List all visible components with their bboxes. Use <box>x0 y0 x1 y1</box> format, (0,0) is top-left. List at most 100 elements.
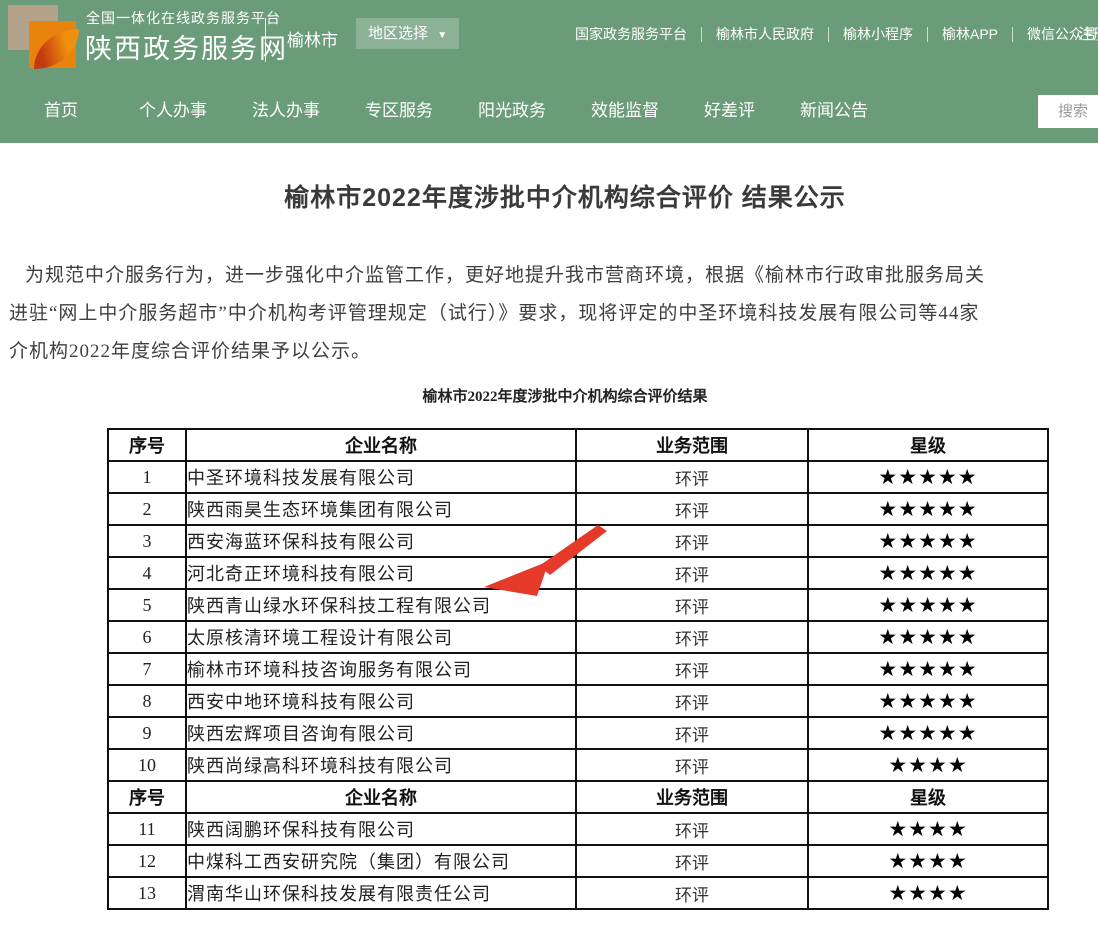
cell-no: 2 <box>107 492 187 526</box>
cell-name: 渭南华山环保科技发展有限责任公司 <box>185 876 577 910</box>
table-header-row: 序号 企业名称 业务范围 星级 <box>107 780 1049 814</box>
header-link[interactable]: 微信公众号 <box>1027 26 1098 42</box>
header-link[interactable]: 榆林APP <box>942 26 999 42</box>
cell-no: 12 <box>107 844 187 878</box>
header-quick-links: 国家政务服务平台 榆林市人民政府 榆林小程序 榆林APP 微信公众号 <box>575 24 1097 44</box>
cell-name: 中圣环境科技发展有限公司 <box>185 460 577 494</box>
cell-scope: 环评 <box>575 652 809 686</box>
chevron-down-icon: ▼ <box>437 30 448 41</box>
evaluation-table: 序号 企业名称 业务范围 星级 1 中圣环境科技发展有限公司 环评 ★★★★★ 2 陕西雨昊生态环… <box>107 428 1049 910</box>
cell-no: 8 <box>107 684 187 718</box>
search-input[interactable] <box>1038 95 1098 128</box>
column-header: 星级 <box>807 428 1049 462</box>
table-row: 11 陕西阔鹏环保科技有限公司 环评 ★★★★ <box>107 812 1049 846</box>
cell-stars: ★★★★ <box>807 748 1049 782</box>
site-header: 全国一体化在线政务服务平台 陕西政务服务网 榆林市 地区选择 ▼ 国家政务服务平… <box>0 0 1098 143</box>
link-separator <box>701 26 702 42</box>
cell-name: 陕西宏辉项目咨询有限公司 <box>185 716 577 750</box>
header-link[interactable]: 国家政务服务平台 <box>575 26 687 42</box>
paragraph-line: 为规范中介服务行为，进一步强化中介监管工作，更好地提升我市营商环境，根据《榆林市… <box>25 265 986 286</box>
nav-item[interactable]: 效能监督 <box>591 101 659 120</box>
nav-item[interactable]: 阳光政务 <box>478 101 546 120</box>
site-logo[interactable] <box>8 5 79 69</box>
paragraph-line: 进驻“网上中介服务超市”中介机构考评管理规定（试行）》要求，现将评定的中圣环境科… <box>9 303 980 324</box>
cell-scope: 环评 <box>575 844 809 878</box>
cell-stars: ★★★★★ <box>807 716 1049 750</box>
cell-stars: ★★★★★ <box>807 492 1049 526</box>
table-header-row: 序号 企业名称 业务范围 星级 <box>107 428 1049 462</box>
cell-stars: ★★★★★ <box>807 460 1049 494</box>
cell-stars: ★★★★★ <box>807 556 1049 590</box>
cell-no: 11 <box>107 812 187 846</box>
nav-item[interactable]: 新闻公告 <box>800 101 868 120</box>
paragraph-line: 介机构2022年度综合评价结果予以公示。 <box>9 341 372 362</box>
table-row: 9 陕西宏辉项目咨询有限公司 环评 ★★★★★ <box>107 716 1049 750</box>
cell-no: 7 <box>107 652 187 686</box>
cell-scope: 环评 <box>575 524 809 558</box>
cell-stars: ★★★★★ <box>807 684 1049 718</box>
leaf-icon <box>34 29 79 69</box>
table-row: 6 太原核清环境工程设计有限公司 环评 ★★★★★ <box>107 620 1049 654</box>
cell-scope: 环评 <box>575 716 809 750</box>
cell-scope: 环评 <box>575 460 809 494</box>
cell-name: 河北奇正环境科技有限公司 <box>185 556 577 590</box>
cell-no: 9 <box>107 716 187 750</box>
cell-scope: 环评 <box>575 812 809 846</box>
cell-no: 4 <box>107 556 187 590</box>
column-header: 序号 <box>107 780 187 814</box>
logo-front-square <box>29 21 79 69</box>
site-name: 陕西政务服务网 <box>85 34 288 64</box>
column-header: 业务范围 <box>575 780 809 814</box>
nav-item[interactable]: 好差评 <box>704 101 755 120</box>
page-title: 榆林市2022年度涉批中介机构综合评价 结果公示 <box>284 184 846 212</box>
cell-scope: 环评 <box>575 748 809 782</box>
cell-no: 3 <box>107 524 187 558</box>
current-city-label: 榆林市 <box>287 31 338 50</box>
region-select-label: 地区选择 <box>368 25 429 42</box>
cell-scope: 环评 <box>575 556 809 590</box>
nav-item[interactable]: 法人办事 <box>252 101 320 120</box>
cell-scope: 环评 <box>575 876 809 910</box>
cell-no: 6 <box>107 620 187 654</box>
table-row: 10 陕西尚绿高科环境科技有限公司 环评 ★★★★ <box>107 748 1049 782</box>
header-link[interactable]: 榆林小程序 <box>843 26 913 42</box>
table-caption: 榆林市2022年度涉批中介机构综合评价结果 <box>422 389 708 405</box>
link-separator <box>927 26 928 42</box>
table-row: 7 榆林市环境科技咨询服务有限公司 环评 ★★★★★ <box>107 652 1049 686</box>
cell-scope: 环评 <box>575 492 809 526</box>
cell-name: 太原核清环境工程设计有限公司 <box>185 620 577 654</box>
cell-name: 西安海蓝环保科技有限公司 <box>185 524 577 558</box>
table-row: 3 西安海蓝环保科技有限公司 环评 ★★★★★ <box>107 524 1049 558</box>
cell-stars: ★★★★★ <box>807 620 1049 654</box>
table-row: 8 西安中地环境科技有限公司 环评 ★★★★★ <box>107 684 1049 718</box>
region-select-button[interactable]: 地区选择 ▼ <box>356 18 460 49</box>
column-header: 企业名称 <box>185 428 577 462</box>
cell-stars: ★★★★ <box>807 876 1049 910</box>
cell-no: 1 <box>107 460 187 494</box>
cell-scope: 环评 <box>575 620 809 654</box>
platform-label: 全国一体化在线政务服务平台 <box>86 10 281 26</box>
nav-item[interactable]: 首页 <box>44 101 78 120</box>
cell-stars: ★★★★ <box>807 812 1049 846</box>
cell-name: 西安中地环境科技有限公司 <box>185 684 577 718</box>
cell-name: 陕西青山绿水环保科技工程有限公司 <box>185 588 577 622</box>
nav-item[interactable]: 专区服务 <box>365 101 433 120</box>
cell-no: 10 <box>107 748 187 782</box>
link-separator <box>1012 26 1014 42</box>
nav-item[interactable]: 个人办事 <box>139 101 207 120</box>
table-row: 12 中煤科工西安研究院（集团）有限公司 环评 ★★★★ <box>107 844 1049 878</box>
announcement-article: 榆林市2022年度涉批中介机构综合评价 结果公示 为规范中介服务行为，进一步强化… <box>0 183 1098 910</box>
table-row: 4 河北奇正环境科技有限公司 环评 ★★★★★ <box>107 556 1049 590</box>
register-link[interactable]: 注册 <box>1078 26 1098 43</box>
header-link[interactable]: 榆林市人民政府 <box>716 26 814 42</box>
table-row: 13 渭南华山环保科技发展有限责任公司 环评 ★★★★ <box>107 876 1049 910</box>
cell-name: 陕西雨昊生态环境集团有限公司 <box>185 492 577 526</box>
announcement-paragraph: 为规范中介服务行为，进一步强化中介监管工作，更好地提升我市营商环境，根据《榆林市… <box>9 257 1098 371</box>
cell-name: 陕西阔鹏环保科技有限公司 <box>185 812 577 846</box>
table-row: 5 陕西青山绿水环保科技工程有限公司 环评 ★★★★★ <box>107 588 1049 622</box>
cell-stars: ★★★★★ <box>807 588 1049 622</box>
cell-name: 榆林市环境科技咨询服务有限公司 <box>185 652 577 686</box>
cell-stars: ★★★★★ <box>807 524 1049 558</box>
cell-name: 中煤科工西安研究院（集团）有限公司 <box>185 844 577 878</box>
table-row: 1 中圣环境科技发展有限公司 环评 ★★★★★ <box>107 460 1049 494</box>
